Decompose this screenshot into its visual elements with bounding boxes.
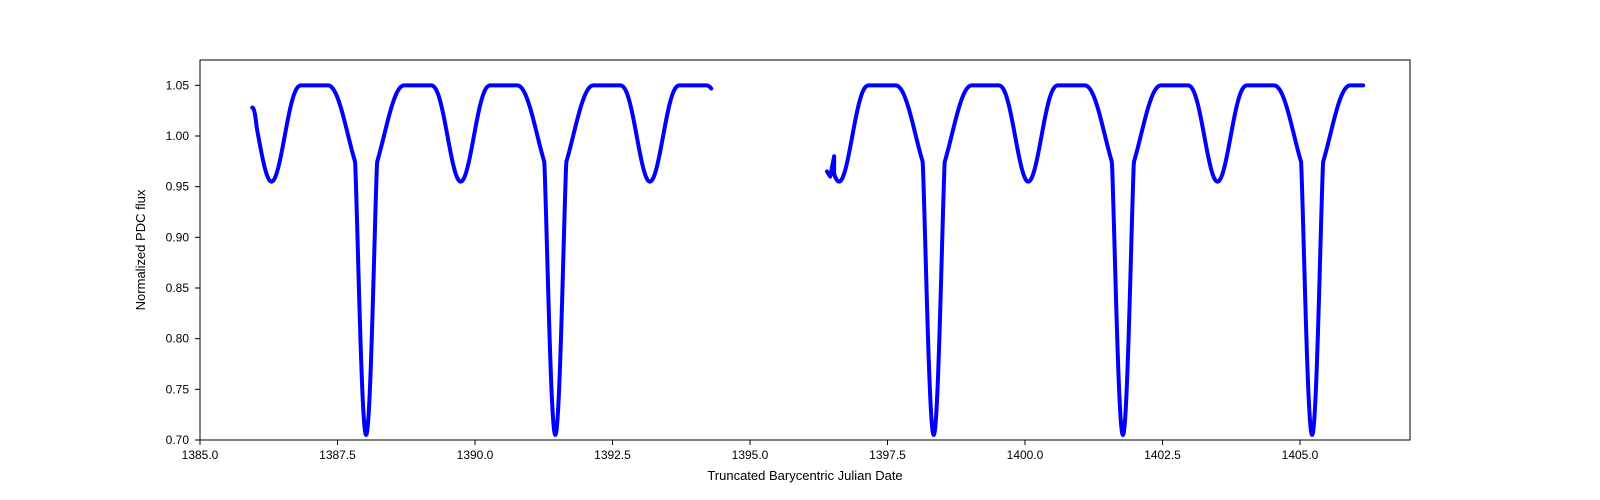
x-tick-label: 1392.5 bbox=[594, 448, 631, 462]
y-tick-label: 0.70 bbox=[166, 433, 190, 447]
x-axis-label: Truncated Barycentric Julian Date bbox=[707, 468, 902, 483]
chart-svg: 1385.0 1387.5 1390.0 1392.5 1395.0 1397.5 1400… bbox=[0, 0, 1600, 500]
x-tick-label: 1390.0 bbox=[457, 448, 494, 462]
x-tick-label: 1397.5 bbox=[869, 448, 906, 462]
x-tick-label: 1387.5 bbox=[319, 448, 356, 462]
x-tick-label: 1405.0 bbox=[1282, 448, 1319, 462]
x-tick-label: 1402.5 bbox=[1144, 448, 1181, 462]
x-tick-label: 1400.0 bbox=[1007, 448, 1044, 462]
y-tick-label: 0.75 bbox=[166, 382, 190, 396]
x-tick-label: 1395.0 bbox=[732, 448, 769, 462]
x-tick-label: 1385.0 bbox=[182, 448, 219, 462]
y-tick-label: 0.80 bbox=[166, 332, 190, 346]
y-tick-label: 1.00 bbox=[166, 129, 190, 143]
chart-background bbox=[0, 0, 1600, 500]
y-tick-label: 0.95 bbox=[166, 180, 190, 194]
y-tick-label: 0.85 bbox=[166, 281, 190, 295]
lightcurve-chart: 1385.0 1387.5 1390.0 1392.5 1395.0 1397.5 1400… bbox=[0, 0, 1600, 500]
y-tick-label: 1.05 bbox=[166, 78, 190, 92]
y-tick-label: 0.90 bbox=[166, 230, 190, 244]
y-axis-label: Normalized PDC flux bbox=[133, 189, 148, 310]
